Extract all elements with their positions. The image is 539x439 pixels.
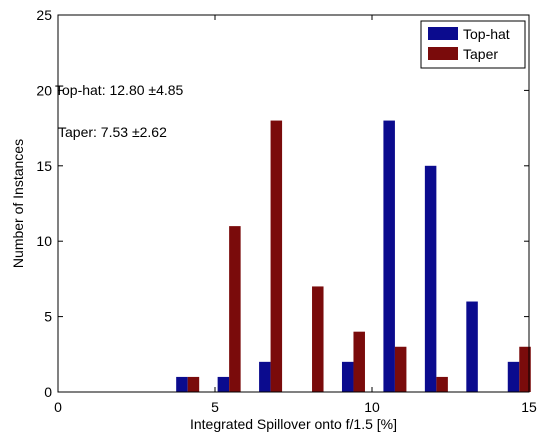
bar-tophat-7 (466, 301, 478, 392)
bar-tophat-6 (424, 165, 437, 392)
plot-frame (57, 14, 530, 393)
bars-layer (176, 120, 531, 392)
bar-taper-3 (312, 286, 324, 392)
y-axis-label: Number of Instances (10, 139, 26, 268)
y-tick-label: 25 (36, 7, 52, 23)
bar-taper-6 (436, 376, 448, 392)
legend-label-tophat: Top-hat (463, 26, 510, 42)
x-tick-label: 10 (364, 399, 380, 415)
legend-label-taper: Taper (463, 46, 498, 62)
y-tick-label: 0 (44, 384, 52, 400)
bar-taper-2 (270, 120, 283, 392)
y-tick-label: 20 (36, 82, 52, 98)
legend-swatch-tophat (428, 27, 458, 40)
bar-tophat-5 (383, 120, 395, 392)
bar-tophat-2 (259, 361, 271, 392)
bar-taper-4 (353, 331, 365, 392)
bar-tophat-4 (341, 361, 354, 392)
bar-tophat-0 (176, 376, 188, 392)
x-tick-label: 5 (211, 399, 219, 415)
bar-tophat-8 (507, 361, 520, 392)
annotation-taper-stats: Taper: 7.53 ±2.62 (58, 124, 167, 140)
y-tick-label: 5 (44, 309, 52, 325)
annotation-tophat-stats: Top-hat: 12.80 ±4.85 (55, 82, 184, 98)
x-tick-label: 0 (54, 399, 62, 415)
x-tick-label: 15 (521, 399, 537, 415)
legend: Top-hat Taper (420, 20, 526, 69)
bar-taper-8 (519, 346, 531, 392)
bar-taper-0 (187, 376, 200, 392)
x-axis-label: Integrated Spillover onto f/1.5 [%] (190, 416, 397, 432)
bar-taper-1 (229, 226, 241, 392)
y-tick-label: 15 (36, 158, 52, 174)
bar-taper-5 (394, 346, 407, 392)
y-tick-label: 10 (36, 233, 52, 249)
legend-swatch-taper (428, 47, 458, 60)
bar-tophat-1 (217, 376, 230, 392)
axes-layer: 0 5 10 15 0 5 10 15 20 25 (36, 7, 537, 415)
